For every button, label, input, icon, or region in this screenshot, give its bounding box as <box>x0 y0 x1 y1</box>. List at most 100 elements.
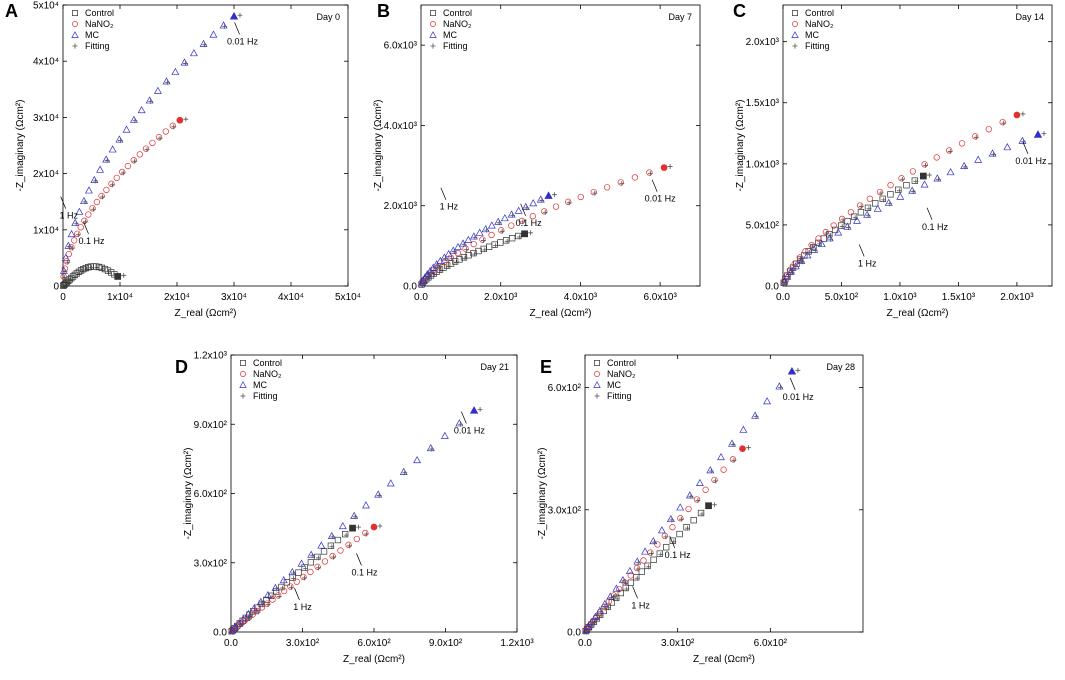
data-point <box>71 218 80 226</box>
fitting-point <box>132 118 138 124</box>
y-tick-label: 3.0x10² <box>194 558 228 569</box>
data-point <box>289 574 296 581</box>
data-point <box>465 252 472 259</box>
fitting-point <box>246 612 252 618</box>
data-point <box>90 175 99 183</box>
fitting-point <box>316 565 321 571</box>
fitting-point <box>881 197 887 203</box>
data-point <box>919 172 927 180</box>
data-point <box>98 192 105 200</box>
fitting-point <box>840 217 846 223</box>
data-point <box>102 155 111 163</box>
data-point <box>295 569 302 576</box>
data-point <box>587 618 596 626</box>
data-point <box>514 206 523 214</box>
fitting-point <box>730 442 736 447</box>
fitting-point <box>183 116 189 122</box>
data-point <box>444 249 453 258</box>
fitting-point <box>484 227 490 233</box>
x-tick-label: 3x10⁴ <box>221 292 247 303</box>
data-point <box>661 532 668 540</box>
annotation-arrow <box>651 179 658 192</box>
annotation-arrow <box>294 587 300 601</box>
data-point <box>334 536 342 544</box>
data-point <box>107 269 115 276</box>
data-point <box>59 266 68 274</box>
data-point <box>317 541 326 549</box>
data-point <box>229 11 239 20</box>
y-axis-label: -Z_imaginary (Ωcm²) <box>735 100 746 192</box>
data-point <box>77 224 84 231</box>
data-point <box>595 606 604 614</box>
data-point <box>481 225 490 233</box>
data-point <box>503 237 510 244</box>
data-point <box>444 262 451 269</box>
data-point <box>988 149 997 157</box>
data-point <box>231 623 239 631</box>
data-point <box>320 548 328 555</box>
data-point <box>479 236 486 243</box>
data-point <box>920 180 929 188</box>
data-point <box>817 239 826 248</box>
legend-marker-fitting <box>594 393 600 399</box>
y-tick-label: 0.0 <box>567 628 581 639</box>
data-point <box>838 215 846 223</box>
legend-marker-mc <box>429 31 437 38</box>
data-point <box>582 626 591 634</box>
data-point <box>278 583 285 591</box>
fitting-point <box>539 198 545 203</box>
data-point <box>250 608 257 615</box>
fitting-point <box>910 189 916 194</box>
fitting-point <box>510 213 516 218</box>
fitting-point <box>678 516 684 522</box>
legend-marker-control <box>430 10 436 16</box>
legend-marker-control <box>594 360 600 366</box>
x-tick-label: 1.0x10³ <box>883 292 917 303</box>
legend-marker-nano2 <box>72 21 78 27</box>
legend-label: MC <box>805 30 819 40</box>
y-tick-label: 5.0x10² <box>746 220 780 231</box>
fitting-point <box>104 158 110 163</box>
data-point <box>887 181 894 189</box>
legend-marker-nano2 <box>792 21 798 27</box>
data-point <box>307 559 315 566</box>
data-point <box>640 557 647 564</box>
y-tick-label: 9.0x10² <box>194 420 228 431</box>
data-point <box>605 598 613 605</box>
data-point <box>104 267 112 274</box>
data-point <box>280 587 288 595</box>
data-point <box>565 198 572 205</box>
data-point <box>739 425 748 433</box>
fitting-point <box>65 280 71 286</box>
data-point <box>68 243 75 251</box>
data-point <box>440 253 449 261</box>
data-point <box>887 191 894 198</box>
data-point <box>500 214 509 222</box>
data-point <box>909 168 917 175</box>
fitting-point <box>1020 111 1026 117</box>
fitting-point <box>887 201 893 207</box>
fitting-point <box>377 523 383 529</box>
data-point <box>456 256 463 263</box>
fitting-point <box>926 172 932 178</box>
legend-marker-control <box>240 360 246 366</box>
data-point <box>77 267 85 274</box>
data-point <box>1003 143 1012 151</box>
data-point <box>808 241 815 249</box>
data-point <box>234 619 243 627</box>
data-point <box>155 134 163 141</box>
data-point <box>469 406 479 414</box>
fitting-point <box>648 551 654 556</box>
data-point <box>577 193 584 201</box>
data-point <box>85 211 92 218</box>
data-point <box>321 558 329 565</box>
data-point <box>946 147 953 154</box>
fitting-point <box>477 407 483 412</box>
data-point <box>544 191 553 199</box>
x-tick-label: 6.0x10³ <box>643 292 677 303</box>
data-point <box>297 559 306 567</box>
data-point <box>508 222 515 229</box>
data-point <box>454 242 462 251</box>
fitting-point <box>62 269 68 275</box>
data-point <box>780 277 789 285</box>
